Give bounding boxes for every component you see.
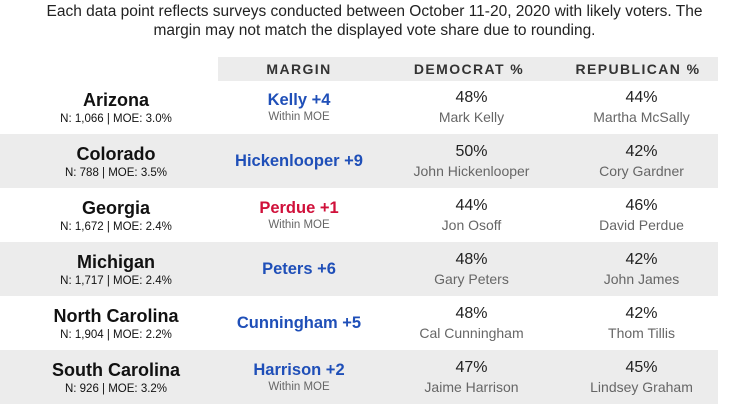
margin-value: Kelly +4 bbox=[267, 91, 331, 109]
republican-percent: 46% bbox=[625, 197, 658, 214]
sample-stats: N: 788 | MOE: 3.5% bbox=[64, 166, 168, 179]
margin-cell: Cunningham +5 bbox=[233, 296, 365, 350]
democrat-cell: 48% Mark Kelly bbox=[374, 80, 569, 134]
table-row: Arizona N: 1,066 | MOE: 3.0% Kelly +4 Withi… bbox=[0, 80, 749, 134]
sample-stats: N: 1,717 | MOE: 2.4% bbox=[60, 274, 172, 287]
within-moe-note: Within MOE bbox=[268, 381, 330, 393]
methodology-note: Each data point reflects surveys conduct… bbox=[0, 2, 749, 40]
republican-candidate: Thom Tillis bbox=[608, 325, 675, 341]
margin-value: Peters +6 bbox=[262, 260, 336, 278]
state-name: Michigan bbox=[76, 251, 155, 272]
sample-stats: N: 1,066 | MOE: 3.0% bbox=[60, 112, 172, 125]
state-name: Georgia bbox=[81, 197, 151, 218]
table-row: South Carolina N: 926 | MOE: 3.2% Harrison… bbox=[0, 350, 749, 404]
state-cell: South Carolina N: 926 | MOE: 3.2% bbox=[0, 350, 232, 404]
democrat-percent: 48% bbox=[455, 89, 488, 106]
republican-cell: 42% Thom Tillis bbox=[569, 296, 714, 350]
republican-candidate: David Perdue bbox=[599, 217, 684, 233]
margin-cell: Perdue +1 Within MOE bbox=[233, 188, 365, 242]
note-line-1: Each data point reflects surveys conduct… bbox=[46, 3, 703, 20]
header-margin: MARGIN bbox=[266, 61, 332, 77]
democrat-percent: 48% bbox=[455, 251, 488, 268]
democrat-cell: 48% Cal Cunningham bbox=[374, 296, 569, 350]
within-moe-note: Within MOE bbox=[268, 219, 330, 231]
democrat-cell: 48% Gary Peters bbox=[374, 242, 569, 296]
margin-value: Cunningham +5 bbox=[236, 314, 362, 332]
republican-candidate: Martha McSally bbox=[593, 109, 690, 125]
note-line-2: margin may not match the displayed vote … bbox=[153, 22, 596, 39]
sample-stats: N: 1,904 | MOE: 2.2% bbox=[60, 328, 172, 341]
republican-percent: 44% bbox=[625, 89, 658, 106]
state-name: South Carolina bbox=[51, 359, 180, 380]
margin-value: Harrison +2 bbox=[253, 361, 345, 379]
republican-percent: 42% bbox=[625, 305, 658, 322]
democrat-candidate: Gary Peters bbox=[434, 271, 509, 287]
republican-percent: 42% bbox=[625, 143, 658, 160]
state-cell: Georgia N: 1,672 | MOE: 2.4% bbox=[0, 188, 232, 242]
margin-cell: Peters +6 bbox=[233, 242, 365, 296]
margin-value: Hickenlooper +9 bbox=[235, 152, 363, 170]
margin-cell: Hickenlooper +9 bbox=[233, 134, 365, 188]
margin-value: Perdue +1 bbox=[259, 199, 339, 217]
democrat-candidate: John Hickenlooper bbox=[413, 163, 530, 179]
state-name: North Carolina bbox=[53, 305, 179, 326]
sample-stats: N: 1,672 | MOE: 2.4% bbox=[60, 220, 172, 233]
state-cell: Michigan N: 1,717 | MOE: 2.4% bbox=[0, 242, 232, 296]
republican-candidate: John James bbox=[603, 271, 680, 287]
republican-candidate: Cory Gardner bbox=[599, 163, 684, 179]
state-name: Colorado bbox=[76, 143, 156, 164]
state-cell: North Carolina N: 1,904 | MOE: 2.2% bbox=[0, 296, 232, 350]
democrat-candidate: Mark Kelly bbox=[438, 109, 505, 125]
within-moe-note: Within MOE bbox=[268, 111, 330, 123]
sample-stats: N: 926 | MOE: 3.2% bbox=[64, 382, 168, 395]
democrat-percent: 44% bbox=[455, 197, 488, 214]
republican-percent: 42% bbox=[625, 251, 658, 268]
republican-cell: 42% Cory Gardner bbox=[569, 134, 714, 188]
margin-cell: Kelly +4 Within MOE bbox=[233, 80, 365, 134]
table-header: MARGIN DEMOCRAT % REPUBLICAN % bbox=[218, 57, 718, 81]
table-row: Colorado N: 788 | MOE: 3.5% Hickenlooper +… bbox=[0, 134, 749, 188]
header-democrat: DEMOCRAT % bbox=[413, 61, 525, 77]
democrat-cell: 44% Jon Osoff bbox=[374, 188, 569, 242]
democrat-candidate: Cal Cunningham bbox=[419, 325, 524, 341]
republican-cell: 46% David Perdue bbox=[569, 188, 714, 242]
state-name: Arizona bbox=[82, 89, 149, 110]
republican-candidate: Lindsey Graham bbox=[590, 379, 693, 395]
state-cell: Colorado N: 788 | MOE: 3.5% bbox=[0, 134, 232, 188]
democrat-percent: 48% bbox=[455, 305, 488, 322]
democrat-percent: 47% bbox=[455, 359, 488, 376]
state-cell: Arizona N: 1,066 | MOE: 3.0% bbox=[0, 80, 232, 134]
democrat-cell: 50% John Hickenlooper bbox=[374, 134, 569, 188]
democrat-candidate: Jon Osoff bbox=[441, 217, 502, 233]
republican-cell: 42% John James bbox=[569, 242, 714, 296]
republican-cell: 45% Lindsey Graham bbox=[569, 350, 714, 404]
table-row: Michigan N: 1,717 | MOE: 2.4% Peters +6 48%… bbox=[0, 242, 749, 296]
margin-cell: Harrison +2 Within MOE bbox=[233, 350, 365, 404]
table-row: Georgia N: 1,672 | MOE: 2.4% Perdue +1 With… bbox=[0, 188, 749, 242]
democrat-percent: 50% bbox=[455, 143, 488, 160]
header-republican: REPUBLICAN % bbox=[575, 61, 701, 77]
table-row: North Carolina N: 1,904 | MOE: 2.2% Cunnin… bbox=[0, 296, 749, 350]
republican-cell: 44% Martha McSally bbox=[569, 80, 714, 134]
democrat-cell: 47% Jaime Harrison bbox=[374, 350, 569, 404]
results-table: Arizona N: 1,066 | MOE: 3.0% Kelly +4 Withi… bbox=[0, 80, 749, 404]
republican-percent: 45% bbox=[625, 359, 658, 376]
democrat-candidate: Jaime Harrison bbox=[424, 379, 519, 395]
